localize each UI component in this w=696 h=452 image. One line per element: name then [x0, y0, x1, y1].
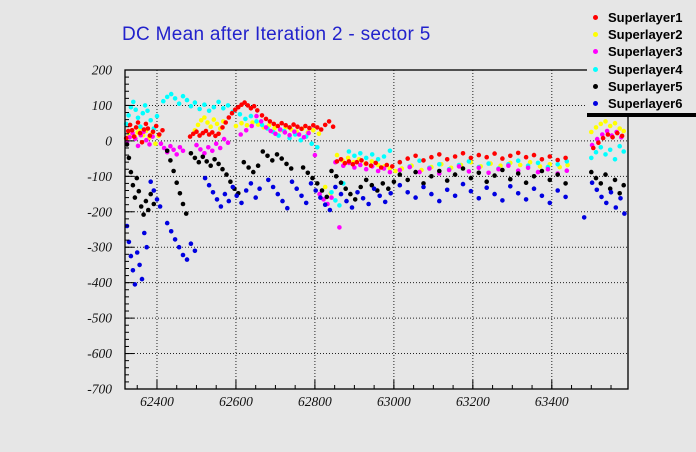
- legend-marker-icon: [593, 83, 598, 89]
- legend-entry: Superlayer6: [587, 95, 696, 112]
- legend-marker-icon: [593, 32, 598, 38]
- x-tick-label: 62600: [219, 394, 253, 409]
- legend-marker-icon: [593, 15, 598, 21]
- y-tick-label: -400: [87, 275, 112, 290]
- legend: Superlayer1 Superlayer2 Superlayer3 Superla…: [587, 0, 696, 117]
- plot-frame: [124, 69, 629, 390]
- x-tick-label: 62400: [140, 394, 174, 409]
- y-tick-label: 100: [92, 98, 113, 113]
- legend-entry: Superlayer2: [587, 26, 696, 43]
- axis-ticks: [125, 69, 612, 390]
- legend-entry: Superlayer1: [587, 9, 696, 26]
- x-tick-label: 63400: [535, 394, 569, 409]
- series-superlayer6-points: [124, 175, 627, 287]
- legend-label: Superlayer6: [608, 96, 683, 112]
- legend-label: Superlayer3: [608, 44, 683, 60]
- series-superlayer5-points: [124, 142, 626, 217]
- series-superlayer3-points: [124, 113, 624, 230]
- legend-label: Superlayer1: [608, 10, 683, 26]
- legend-entry: Superlayer5: [587, 78, 696, 95]
- x-tick-label: 63200: [456, 394, 490, 409]
- y-tick-labels: 200 100 0 -100 -200 -300 -400 -500 -600 -700: [87, 63, 112, 397]
- legend-marker-icon: [593, 66, 598, 72]
- legend-label: Superlayer2: [608, 27, 683, 43]
- gridlines: [125, 70, 628, 389]
- y-tick-label: -100: [87, 169, 112, 184]
- y-tick-label: -500: [87, 311, 112, 326]
- legend-label: Superlayer5: [608, 78, 683, 94]
- legend-marker-icon: [593, 49, 598, 55]
- y-tick-label: -600: [87, 346, 112, 361]
- y-tick-label: 200: [92, 63, 113, 78]
- legend-label: Superlayer4: [608, 61, 683, 77]
- x-tick-label: 62800: [298, 394, 332, 409]
- legend-marker-icon: [593, 101, 598, 107]
- series-superlayer1-points: [123, 100, 625, 170]
- x-tick-label: 63000: [377, 394, 411, 409]
- legend-entry: Superlayer4: [587, 61, 696, 78]
- y-tick-label: -700: [87, 382, 112, 397]
- legend-entry: Superlayer3: [587, 43, 696, 60]
- x-tick-labels: 62400 62600 62800 63000 63200 63400: [140, 394, 569, 409]
- y-tick-label: -300: [87, 240, 112, 255]
- chart-title: DC Mean after Iteration 2 - sector 5: [122, 24, 431, 45]
- y-tick-label: 0: [105, 133, 112, 148]
- y-tick-label: -200: [87, 204, 112, 219]
